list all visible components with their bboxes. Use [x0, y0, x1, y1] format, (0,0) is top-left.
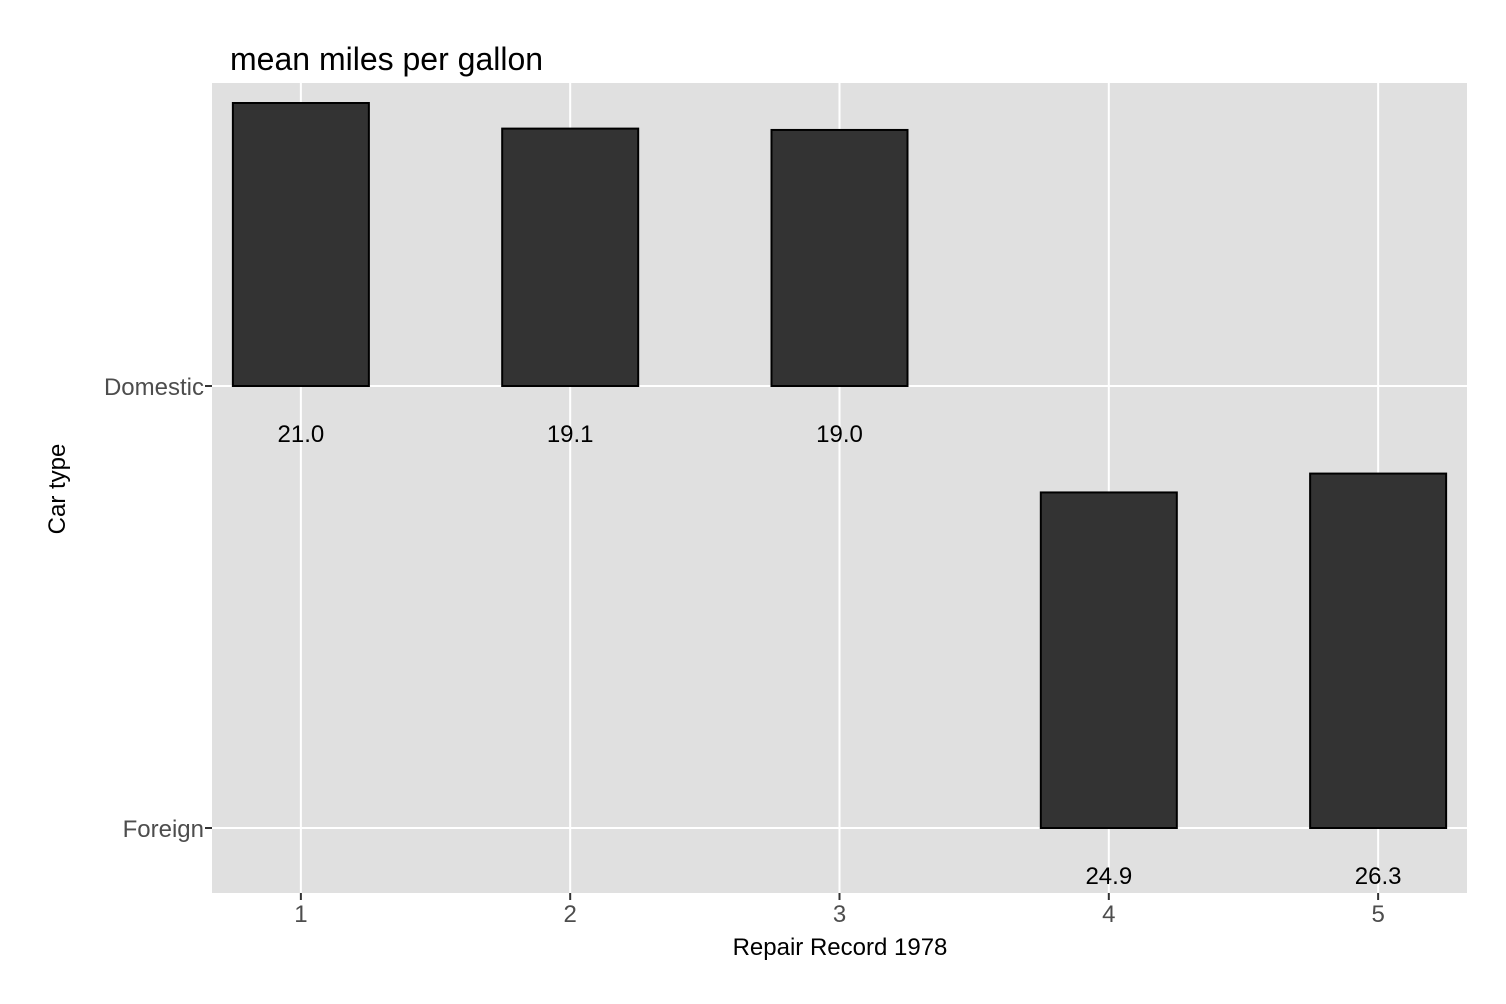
- data-label-domestic-2: 19.1: [547, 421, 594, 448]
- bar-domestic-1: [231, 102, 370, 387]
- y-tick-label-domestic: Domestic: [104, 374, 204, 401]
- x-tick-label-5: 5: [1371, 901, 1384, 928]
- x-tick-label-2: 2: [564, 901, 577, 928]
- bar-domestic-3: [770, 128, 909, 387]
- data-label-foreign-4: 24.9: [1085, 863, 1132, 890]
- data-label-domestic-1: 21.0: [278, 421, 325, 448]
- x-tick-label-1: 1: [294, 901, 307, 928]
- data-label-foreign-5: 26.3: [1355, 863, 1402, 890]
- x-axis-ticks: 1 2 3 4 5: [294, 893, 1385, 928]
- x-axis-title: Repair Record 1978: [733, 934, 948, 961]
- bar-foreign-5: [1309, 472, 1448, 829]
- data-label-domestic-3: 19.0: [816, 421, 863, 448]
- x-tick-label-4: 4: [1102, 901, 1115, 928]
- bar-domestic-2: [501, 127, 640, 387]
- y-tick-label-foreign: Foreign: [123, 816, 204, 843]
- data-labels: 21.0 19.1 19.0 24.9 26.3: [278, 421, 1402, 890]
- y-axis-ticks: Domestic Foreign: [104, 374, 212, 843]
- chart-title: mean miles per gallon: [230, 41, 543, 77]
- x-tick-label-3: 3: [833, 901, 846, 928]
- bars: [231, 102, 1448, 829]
- bar-foreign-4: [1039, 491, 1178, 829]
- y-axis-title: Car type: [44, 444, 71, 535]
